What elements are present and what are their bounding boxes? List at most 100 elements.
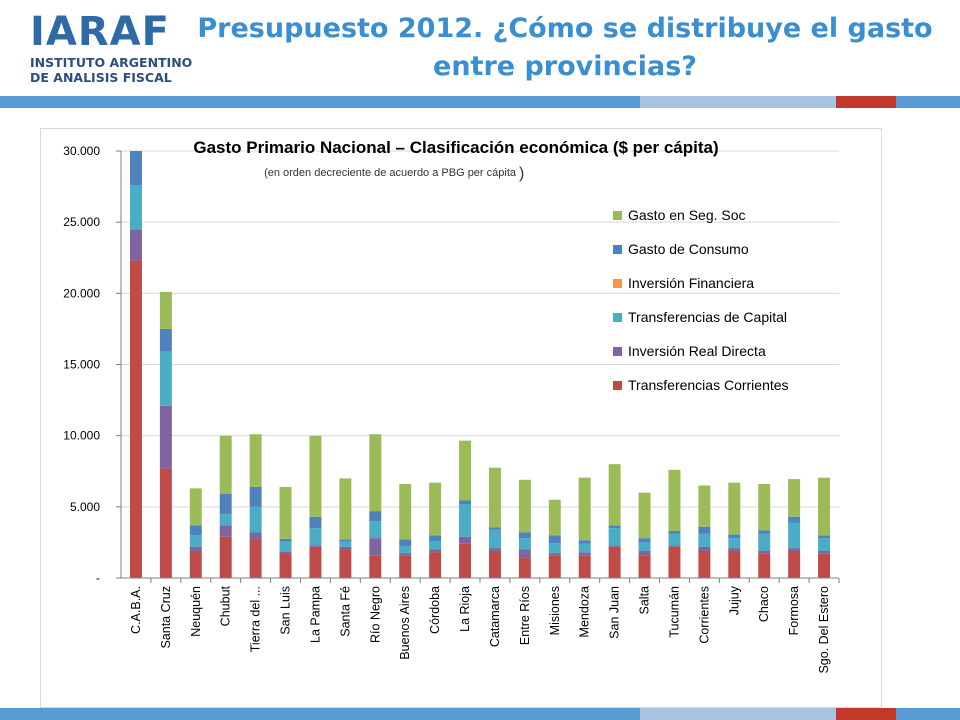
bar-segment (249, 486, 262, 507)
bar-segment (698, 485, 711, 527)
band-segment-blue-end (896, 96, 960, 108)
x-tick-label: San Juan (608, 586, 622, 639)
x-tick-label: C.A.B.A. (129, 586, 143, 634)
bar-segment (818, 550, 831, 554)
bar-segment (488, 550, 501, 578)
bar-segment (129, 151, 142, 186)
bar-segment (339, 539, 352, 542)
legend-label: Inversión Real Directa (628, 343, 766, 359)
chart-title: Gasto Primario Nacional – Clasificación … (193, 138, 718, 157)
band-segment-light (640, 96, 836, 108)
bar-segment (219, 525, 232, 537)
bar-segment (698, 546, 711, 551)
legend-swatch (613, 347, 622, 356)
x-tick-label: Río Negro (368, 586, 382, 643)
bar-segment (459, 536, 472, 544)
bar-segment (638, 542, 651, 551)
bar-segment (219, 435, 232, 495)
bar-segment (638, 538, 651, 543)
y-tick-label: 25.000 (63, 215, 100, 229)
footer-color-band (0, 708, 960, 720)
bar-segment (429, 535, 442, 541)
bar-segment (129, 229, 142, 261)
x-tick-label: Tucumán (667, 586, 681, 638)
bar-segment (309, 435, 322, 517)
bar-segment (608, 528, 621, 546)
bars (129, 151, 831, 578)
logo-line-2: DE ANALISIS FISCAL (30, 70, 172, 85)
bar-segment (219, 494, 232, 514)
gridlines (121, 150, 839, 508)
bar-segment (758, 530, 771, 534)
x-tick-label: Buenos Aires (398, 586, 412, 660)
band-segment-red (836, 96, 896, 108)
bar-segment (758, 484, 771, 531)
bar-segment (698, 533, 711, 547)
bar-segment (728, 550, 741, 578)
bar-segment (788, 548, 801, 551)
bar-segment (698, 526, 711, 534)
legend-swatch (613, 381, 622, 390)
band-segment-blue (0, 96, 640, 108)
bar-segment (219, 536, 232, 578)
x-tick-label: La Pampa (308, 586, 322, 643)
y-tick-label: 5.000 (70, 500, 100, 514)
chart-subtitle-paren: ) (519, 165, 524, 182)
bar-segment (788, 522, 801, 549)
bar-segment (758, 550, 771, 554)
bar-segment (728, 538, 741, 549)
logo-mark: IARAF (30, 9, 170, 55)
bar-segment (249, 532, 262, 540)
bar-segment (189, 535, 202, 547)
bar-segment (189, 488, 202, 526)
bar-segment (488, 527, 501, 530)
bar-segment (728, 482, 741, 535)
bar-segment (668, 531, 681, 534)
bar-segment (339, 541, 352, 547)
bar-segment (728, 534, 741, 539)
logo-line-1: INSTITUTO ARGENTINO (30, 55, 193, 70)
bar-segment (459, 503, 472, 537)
bar-segment (399, 555, 412, 578)
bar-segment (518, 558, 531, 578)
x-tick-label: Córdoba (428, 586, 442, 634)
x-axis: C.A.B.A. Santa Cruz Neuquén Chubut Tierra de… (121, 577, 840, 674)
x-tick-label: Catamarca (488, 586, 502, 647)
bar-segment (309, 516, 322, 529)
bar-segment (608, 525, 621, 529)
bar-segment (518, 549, 531, 559)
bar-segment (399, 539, 412, 546)
bar-segment (488, 529, 501, 549)
x-tick-label: Chaco (757, 586, 771, 622)
bar-segment (518, 532, 531, 539)
chart-frame: - 5.000 10.000 15.000 20.000 25.000 30.000 C.A… (40, 128, 882, 708)
bar-segment (638, 550, 651, 556)
legend-swatch (613, 313, 622, 322)
x-tick-label: Santa Fé (338, 586, 352, 637)
bar-segment (548, 555, 561, 578)
bar-segment (668, 533, 681, 546)
bar-segment (159, 468, 172, 578)
bar-segment (818, 553, 831, 578)
bar-segment (638, 492, 651, 539)
bar-segment (818, 535, 831, 539)
bar-segment (578, 540, 591, 544)
y-tick-label: 30.000 (63, 144, 100, 158)
x-tick-label: La Rioja (458, 586, 472, 632)
bar-segment (608, 546, 621, 578)
bar-segment (818, 477, 831, 536)
x-tick-label: Santa Cruz (159, 586, 173, 649)
bar-segment (159, 405, 172, 469)
x-tick-label: Salta (638, 586, 652, 615)
bar-segment (429, 552, 442, 578)
bar-segment (488, 548, 501, 551)
bar-segment (578, 543, 591, 553)
iaraf-logo: IARAF INSTITUTO ARGENTINO DE ANALISIS FI… (0, 0, 212, 98)
footer-band-red (836, 708, 896, 720)
bar-segment (159, 328, 172, 352)
bar-segment (189, 525, 202, 536)
x-tick-label: San Luis (279, 586, 293, 635)
x-tick-label: Misiones (548, 586, 562, 635)
legend-label: Gasto de Consumo (628, 241, 749, 257)
bar-segment (548, 553, 561, 556)
